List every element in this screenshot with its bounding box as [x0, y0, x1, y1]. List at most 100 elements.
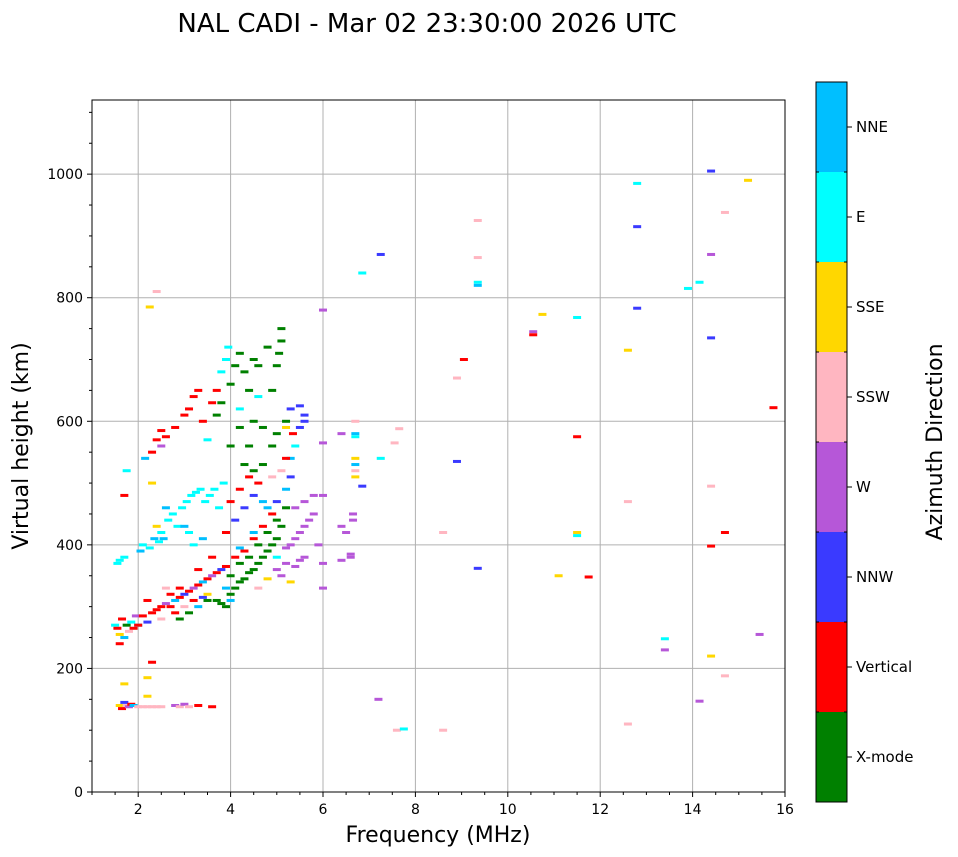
- data-point: [300, 555, 309, 559]
- data-point: [245, 571, 254, 575]
- data-point: [235, 546, 244, 550]
- data-point: [212, 571, 221, 575]
- data-point: [272, 432, 281, 436]
- data-point: [286, 475, 295, 479]
- data-point: [208, 401, 217, 405]
- data-point: [769, 406, 778, 410]
- data-point: [143, 705, 152, 709]
- colorbar-segment: [816, 712, 847, 802]
- colorbar-tick-label: SSE: [856, 298, 885, 316]
- data-point: [208, 574, 217, 578]
- data-point: [707, 544, 716, 548]
- data-point: [208, 705, 217, 709]
- data-point: [221, 586, 230, 590]
- data-point: [231, 518, 240, 522]
- data-point: [452, 376, 461, 380]
- data-point: [249, 531, 258, 534]
- data-point: [189, 598, 198, 602]
- data-point: [245, 555, 254, 559]
- data-point: [245, 388, 254, 392]
- data-point: [755, 632, 764, 636]
- data-point: [309, 493, 318, 497]
- data-point: [660, 648, 669, 652]
- data-point: [221, 358, 230, 361]
- data-point: [152, 705, 161, 709]
- data-point: [120, 682, 129, 686]
- data-point: [148, 450, 157, 454]
- data-point: [288, 432, 297, 436]
- data-point: [263, 506, 272, 510]
- data-point: [198, 537, 207, 541]
- data-point: [120, 636, 129, 640]
- data-point: [231, 586, 240, 590]
- data-point: [120, 493, 129, 497]
- colorbar-tick-label: SSW: [856, 388, 890, 406]
- data-point: [282, 546, 291, 550]
- data-point: [249, 493, 258, 497]
- data-point: [171, 611, 180, 615]
- data-point: [573, 534, 582, 538]
- data-point: [358, 484, 367, 488]
- data-point: [245, 475, 254, 479]
- data-point: [258, 500, 267, 504]
- data-point: [319, 308, 327, 312]
- data-point: [720, 531, 729, 534]
- data-point: [111, 623, 120, 627]
- data-point: [268, 543, 277, 547]
- data-point: [180, 702, 189, 706]
- x-tick-label: 14: [684, 802, 702, 818]
- data-point: [180, 605, 189, 609]
- data-point: [161, 586, 170, 590]
- data-point: [254, 561, 263, 565]
- data-point: [175, 595, 184, 599]
- data-point: [134, 705, 143, 709]
- data-point: [272, 568, 281, 572]
- x-tick-label: 4: [226, 802, 235, 818]
- data-point: [254, 481, 263, 485]
- data-point: [217, 370, 226, 374]
- data-point: [633, 181, 642, 185]
- data-point: [157, 605, 166, 609]
- x-tick-label: 10: [499, 802, 517, 818]
- data-point: [319, 561, 327, 565]
- colorbar-tick-label: Vertical: [856, 658, 912, 676]
- data-point: [319, 493, 327, 497]
- data-point: [203, 598, 212, 602]
- data-point: [473, 256, 482, 260]
- data-point: [129, 626, 138, 630]
- data-point: [263, 549, 272, 553]
- data-point: [161, 602, 170, 606]
- colorbar-tick-label: E: [856, 208, 865, 226]
- colorbar-tick-label: W: [856, 478, 871, 496]
- data-point: [212, 598, 221, 602]
- data-point: [351, 475, 360, 479]
- data-point: [189, 586, 198, 590]
- data-point: [473, 218, 482, 222]
- data-point: [157, 444, 166, 448]
- colorbar-segment: [816, 262, 847, 352]
- data-point: [175, 705, 184, 709]
- data-point: [282, 506, 291, 510]
- data-point: [286, 580, 295, 584]
- data-point: [272, 500, 281, 504]
- data-point: [152, 290, 161, 294]
- data-point: [118, 617, 127, 621]
- data-point: [707, 169, 716, 173]
- data-point: [263, 577, 272, 581]
- data-point: [744, 178, 753, 182]
- data-point: [254, 364, 263, 368]
- data-point: [226, 444, 235, 448]
- data-point: [309, 512, 318, 516]
- data-point: [351, 469, 360, 473]
- data-point: [707, 252, 716, 256]
- data-point: [291, 444, 300, 448]
- data-point: [148, 705, 157, 709]
- data-point: [203, 577, 212, 581]
- data-point: [217, 568, 226, 572]
- y-tick-label: 200: [56, 661, 83, 677]
- data-point: [235, 351, 244, 355]
- data-point: [319, 441, 327, 445]
- data-point: [143, 694, 152, 698]
- data-point: [268, 475, 277, 479]
- data-point: [203, 592, 212, 596]
